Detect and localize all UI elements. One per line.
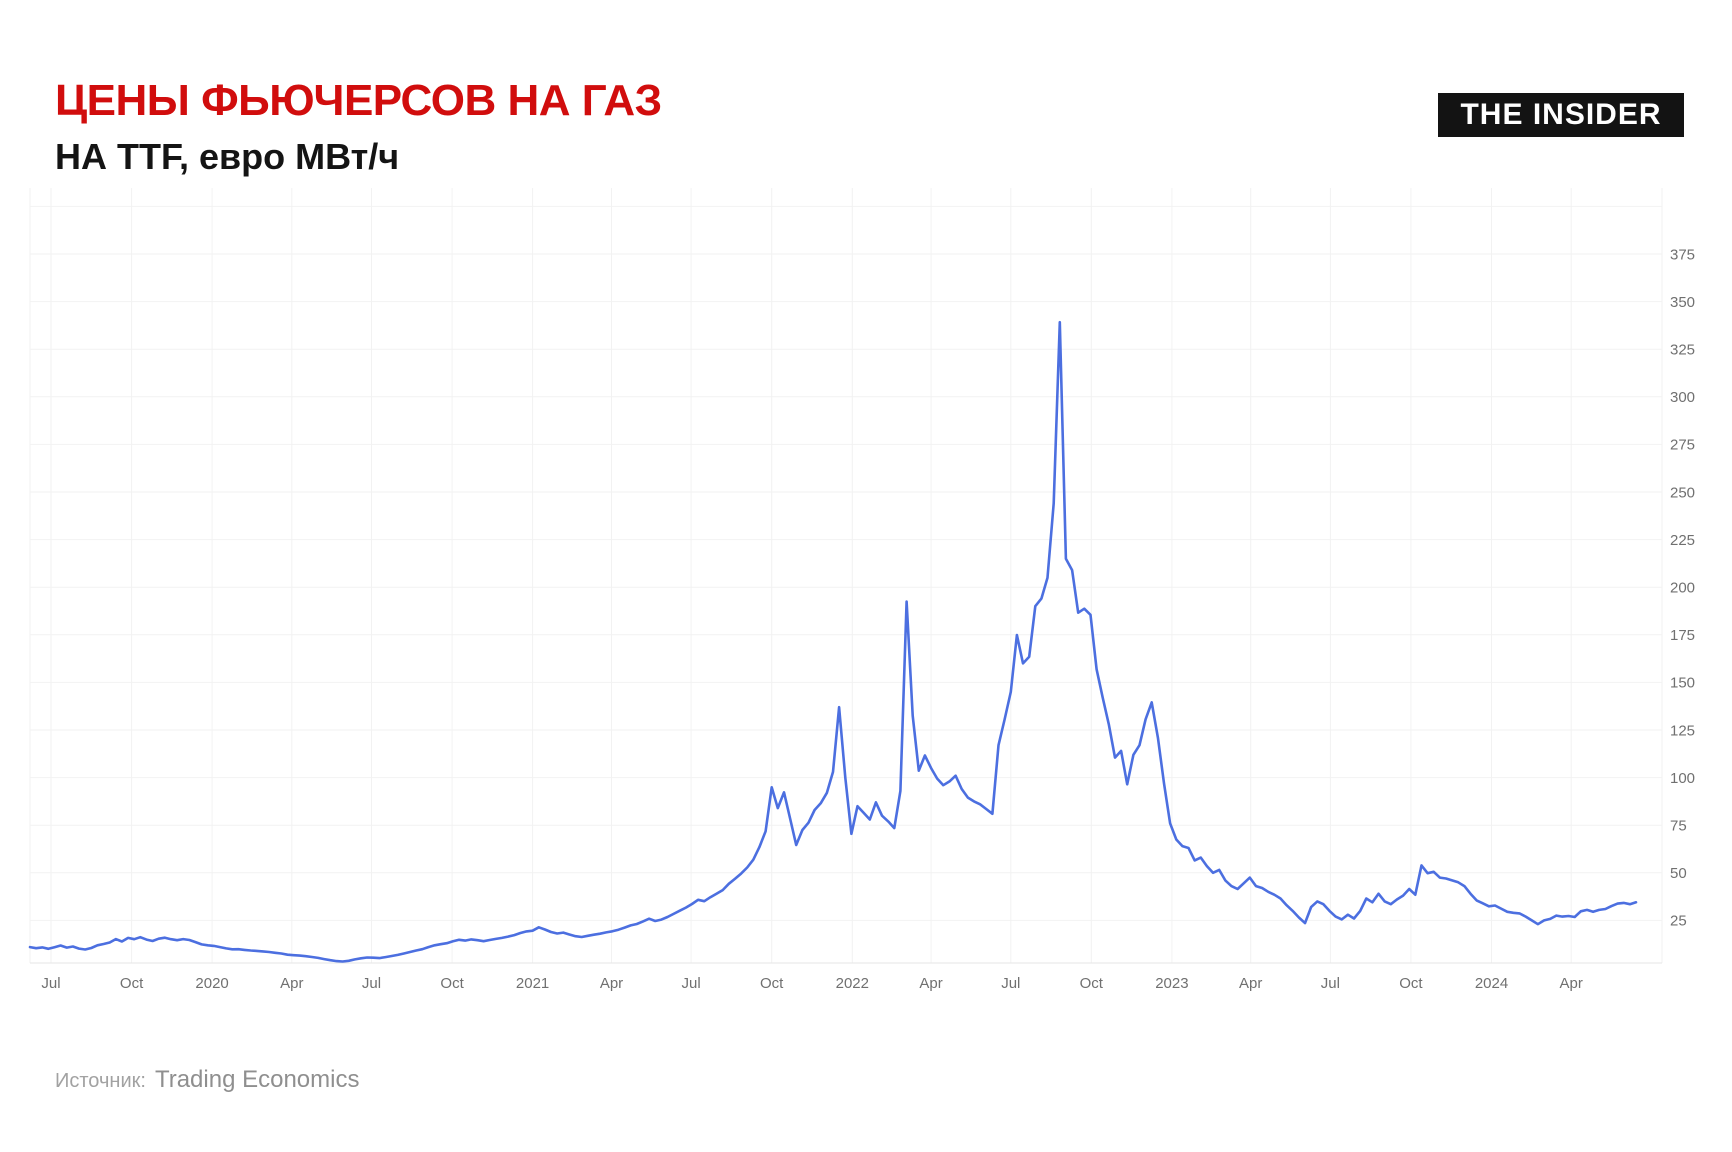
y-axis-tick-label: 25 [1670, 913, 1687, 930]
x-axis-tick-label: Oct [120, 975, 144, 992]
x-axis-tick-label: 2023 [1155, 975, 1188, 992]
y-axis-tick-label: 50 [1670, 865, 1687, 882]
y-axis-tick-label: 350 [1670, 294, 1695, 311]
source-value: Trading Economics [154, 1066, 360, 1093]
chart-title: ЦЕНЫ ФЬЮЧЕРСОВ НА ГАЗ [55, 76, 662, 125]
x-axis-tick-label: 2022 [836, 975, 869, 992]
y-axis-tick-label: 225 [1670, 532, 1695, 549]
x-axis-tick-label: Jul [41, 975, 60, 992]
price-line-chart: Jul Oct 2020 Apr Jul Oct 2021 Apr Jul Oct 2022 Apr J… [28, 188, 1695, 992]
chart-subtitle: НА TTF, евро МВт/ч [55, 136, 400, 177]
y-axis-tick-label: 175 [1670, 627, 1695, 644]
x-axis-tick-label: Apr [1239, 975, 1262, 992]
x-axis-tick-label: 2024 [1475, 975, 1508, 992]
x-axis-tick-label: Apr [600, 975, 623, 992]
ttf-price-line [28, 320, 1638, 963]
the-insider-logo-text: THE INSIDER [1460, 98, 1662, 131]
y-axis-tick-label: 250 [1670, 484, 1695, 501]
y-axis-tick-label: 325 [1670, 341, 1695, 358]
x-axis-tick-label: Oct [1399, 975, 1423, 992]
x-axis-tick-label: Apr [1560, 975, 1583, 992]
x-axis-tick-label: 2021 [516, 975, 549, 992]
y-axis-tick-label: 275 [1670, 437, 1695, 454]
x-axis-tick-label: Jul [362, 975, 381, 992]
x-axis-tick-label: Oct [440, 975, 464, 992]
x-axis-tick-label: Apr [919, 975, 942, 992]
x-axis-tick-label: Oct [760, 975, 784, 992]
y-axis-tick-label: 100 [1670, 770, 1695, 787]
x-axis-tick-label: 2020 [195, 975, 228, 992]
y-axis-tick-label: 150 [1670, 675, 1695, 692]
source-line: Источник: Trading Economics [55, 1066, 359, 1094]
y-axis-tick-label: 300 [1670, 389, 1695, 406]
y-axis-tick-label: 75 [1670, 817, 1687, 834]
source-label: Источник: [55, 1070, 146, 1092]
x-axis-tick-label: Apr [280, 975, 303, 992]
y-axis-tick-label: 125 [1670, 722, 1695, 739]
x-axis-tick-label: Jul [1321, 975, 1340, 992]
x-axis-tick-label: Jul [682, 975, 701, 992]
the-insider-logo: THE INSIDER [1438, 93, 1684, 137]
y-axis-tick-label: 375 [1670, 246, 1695, 263]
x-axis-tick-label: Jul [1001, 975, 1020, 992]
y-axis-tick-label: 200 [1670, 579, 1695, 596]
x-axis-tick-label: Oct [1080, 975, 1104, 992]
